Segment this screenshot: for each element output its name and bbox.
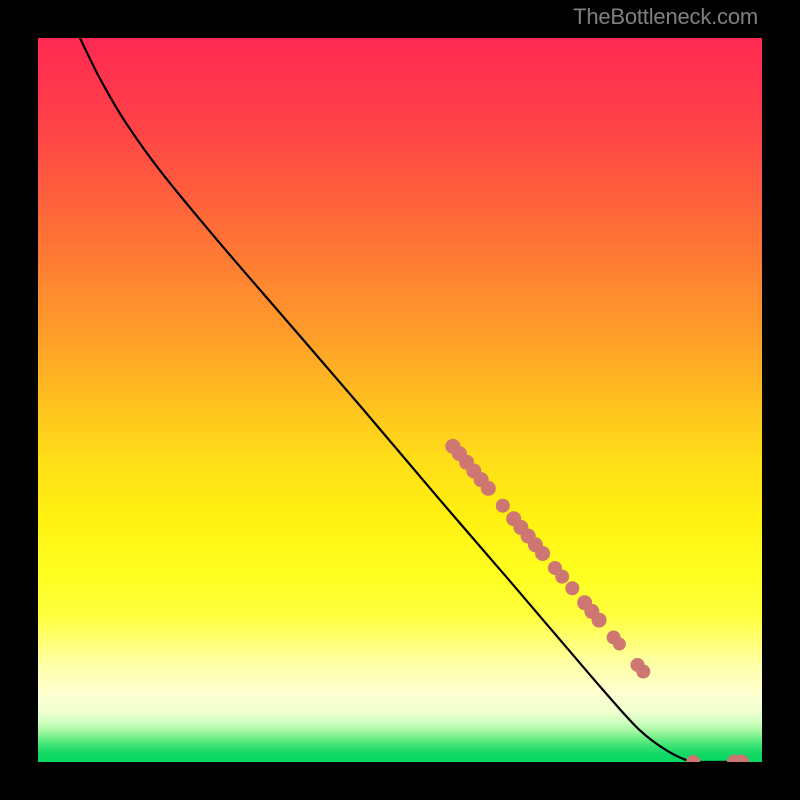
data-marker [496,499,510,513]
data-markers [445,439,749,762]
chart-overlay [38,38,762,762]
data-marker [636,665,650,679]
watermark-text: TheBottleneck.com [573,4,758,30]
data-marker [613,637,626,650]
plot-area [38,38,762,762]
data-marker [565,581,579,595]
data-marker [481,481,496,496]
chart-container: { "watermark": { "text": "TheBottleneck.… [0,0,800,800]
curve-line [80,38,735,762]
data-marker [592,613,607,628]
data-marker [555,570,569,584]
data-marker [535,546,550,561]
data-marker [686,755,700,762]
